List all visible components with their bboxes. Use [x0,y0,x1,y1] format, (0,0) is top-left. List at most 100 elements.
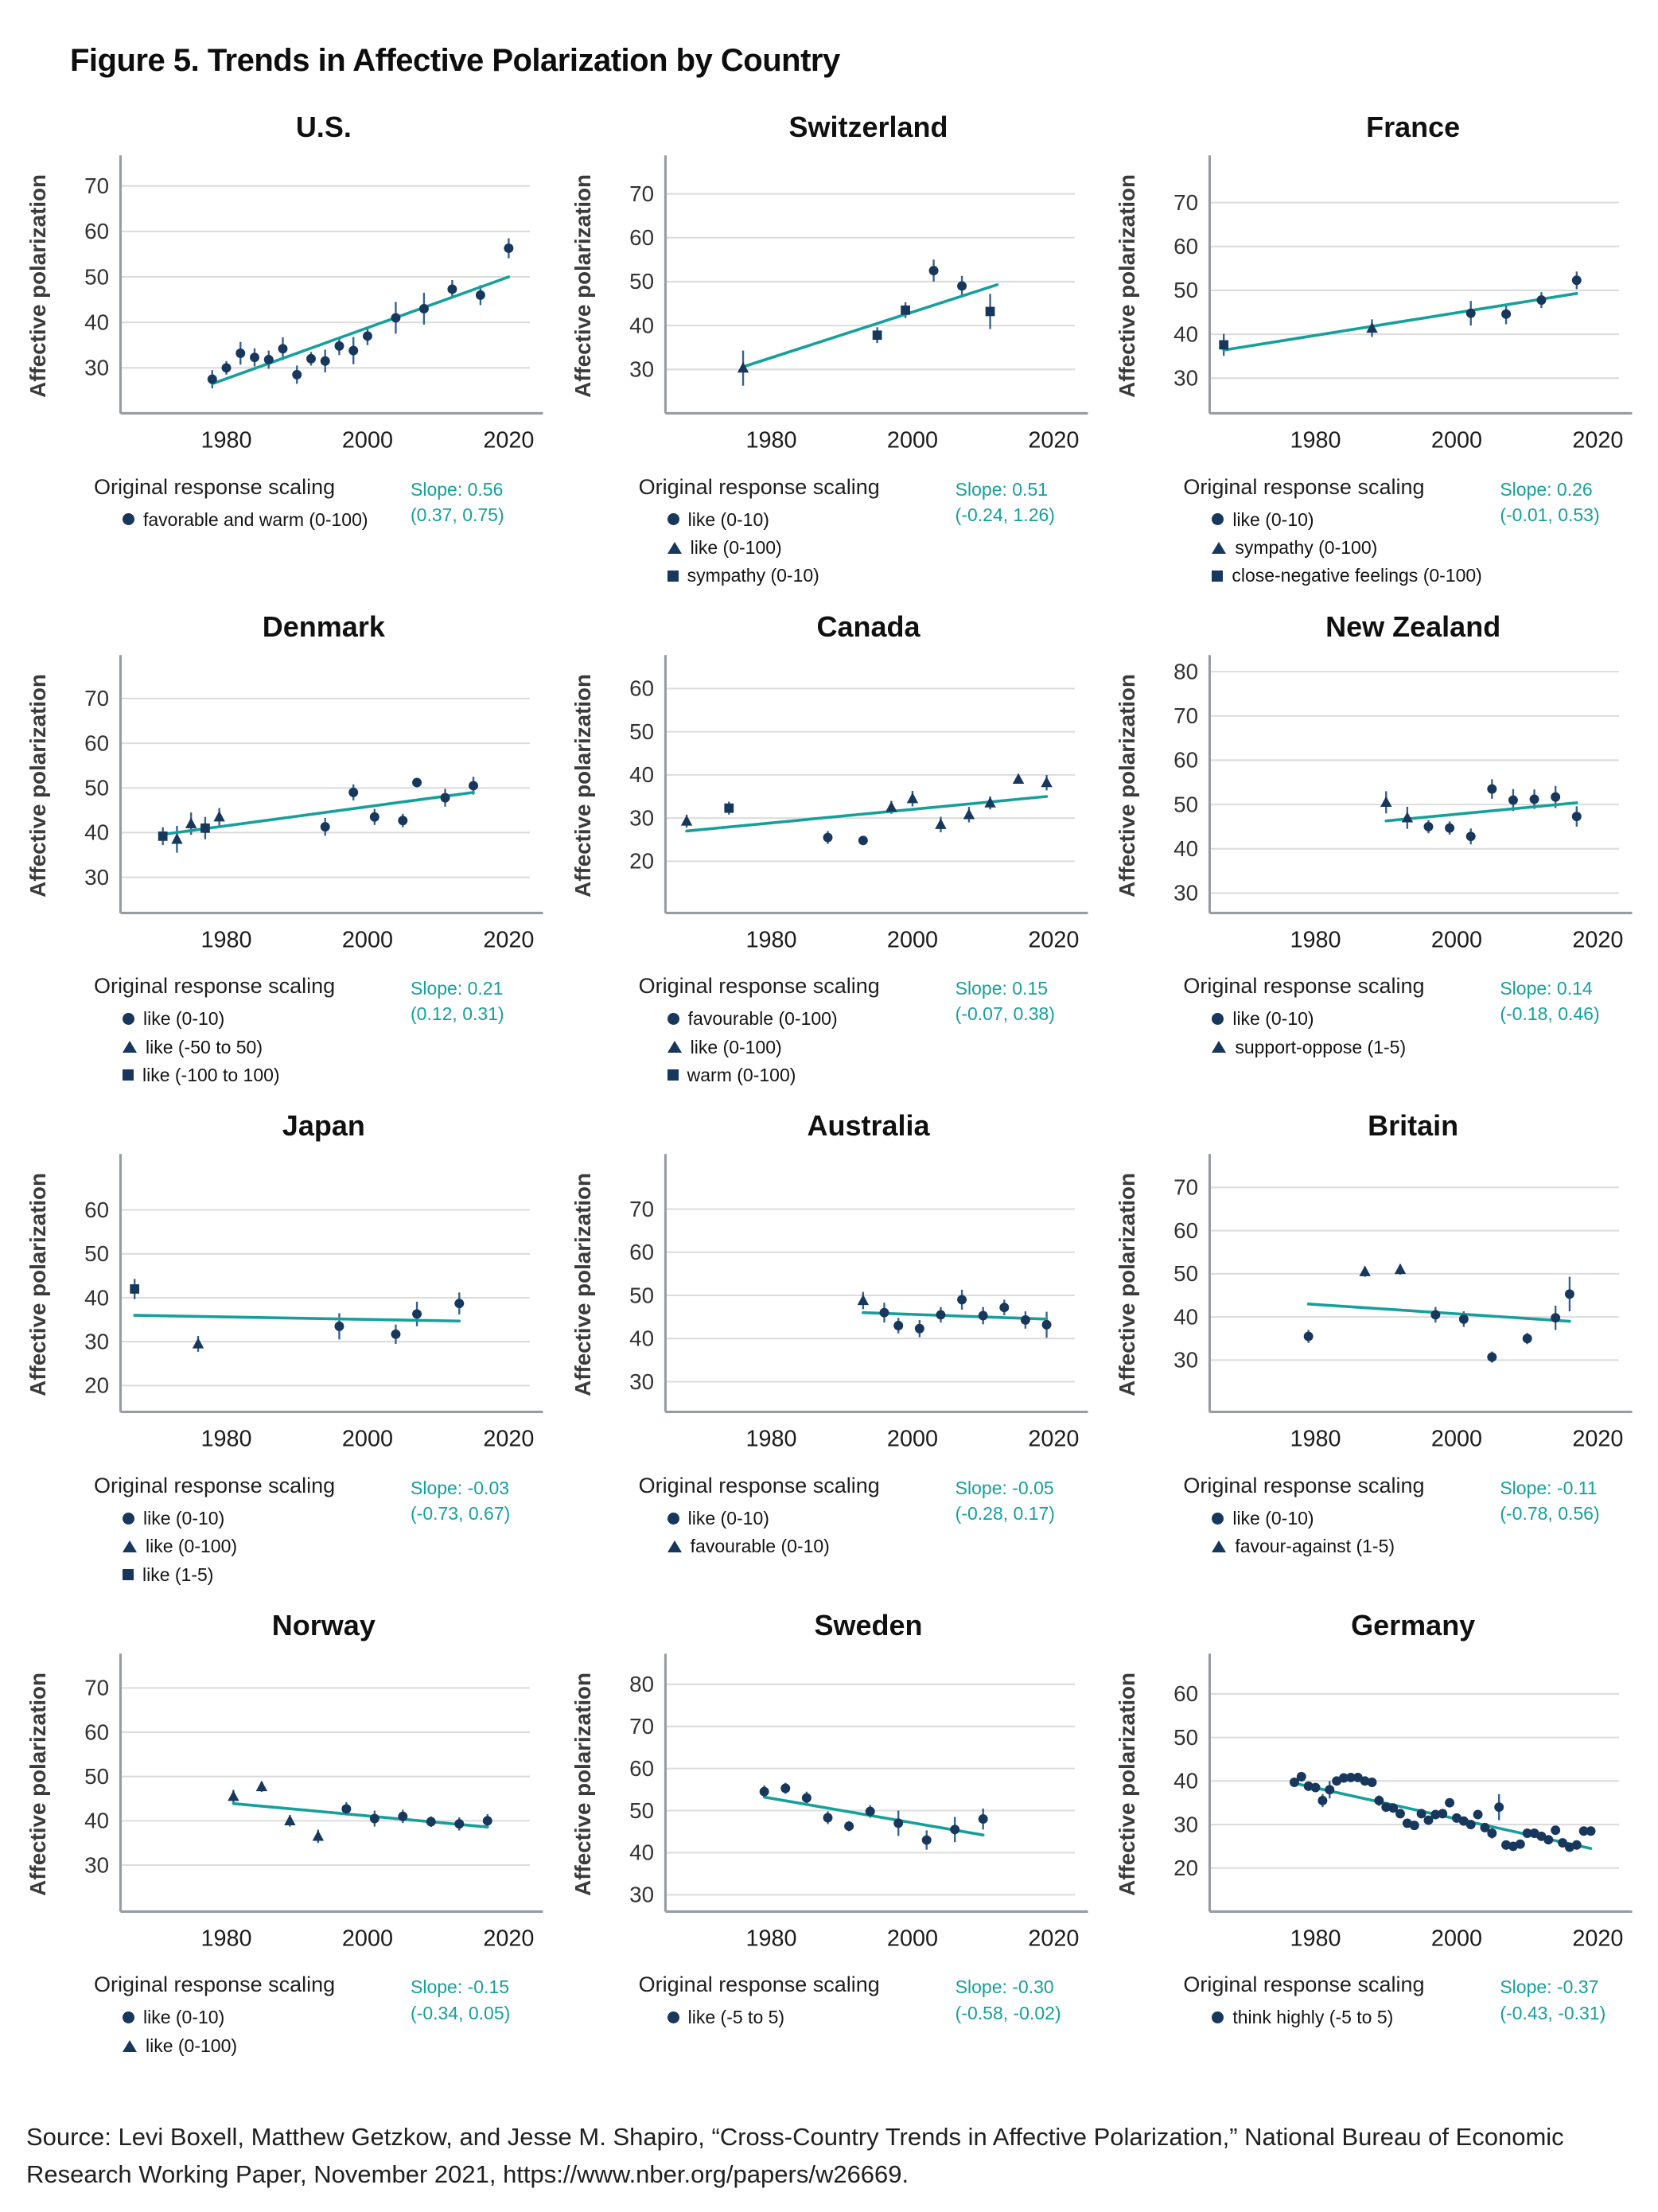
legend-item-label: like (-100 to 100) [142,1065,280,1086]
legend-item: favourable (0-100) [667,1008,951,1029]
legend-item: warm (0-100) [667,1065,951,1085]
y-axis-label: Affective polarization [570,674,594,898]
svg-text:70: 70 [84,173,109,198]
legend-item-label: favour-against (1-5) [1235,1536,1395,1557]
legend-item: like (0-10) [1212,509,1495,530]
svg-text:1980: 1980 [200,927,251,952]
y-axis-label: Affective polarization [1115,1673,1139,1896]
legend: Original response scaling like (0-10) favo… [1113,1474,1637,1593]
circle-marker-icon [667,1012,679,1025]
trend-line [1222,292,1578,352]
svg-text:40: 40 [629,313,654,337]
legend-item: like (-5 to 5) [667,2007,951,2027]
slope-value: Slope: -0.30 [955,1976,1054,1998]
circle-marker-icon [123,2011,134,2024]
scatter-plot: 20 30 40 50 60 1980 2000 2020 Affective polariza… [1115,1653,1633,1952]
svg-text:30: 30 [629,1882,654,1906]
slope-annotation: Slope: -0.30 (-0.58, -0.02) [955,1972,1061,2025]
svg-text:1980: 1980 [745,1926,796,1952]
x-ticks: 1980 2000 2020 [745,927,1079,952]
svg-text:1980: 1980 [1290,1926,1341,1952]
slope-confidence-interval: (-0.34, 0.05) [411,2002,511,2023]
y-axis-label: Affective polarization [570,174,594,398]
slope-value: Slope: 0.14 [1500,978,1593,999]
square-marker-icon [123,1568,134,1580]
svg-text:20: 20 [1173,1856,1198,1880]
x-ticks: 1980 2000 2020 [1290,1427,1624,1452]
legend-title: Original response scaling [1183,1972,1425,1997]
y-ticks: 30 40 50 60 70 [84,1675,109,1877]
svg-text:50: 50 [84,264,109,289]
svg-text:40: 40 [84,310,109,334]
legend-item-label: like (0-10) [143,1507,225,1529]
data-points [680,773,1053,845]
slope-annotation: Slope: 0.21 (0.12, 0.31) [411,974,504,1026]
trend-line [133,1314,461,1323]
circle-marker-icon [123,1012,134,1025]
svg-text:20: 20 [629,848,654,873]
source-note: Source: Levi Boxell, Matthew Getzkow, an… [26,2123,1564,2188]
country-title: France [1366,111,1461,143]
figure-title: Figure 5. Trends in Affective Polarizati… [70,43,840,78]
triangle-marker-icon [123,2039,137,2052]
svg-text:60: 60 [629,225,654,250]
gridlines [120,697,531,878]
svg-text:2020: 2020 [1573,1926,1624,1952]
trend-line [762,1795,985,1836]
svg-text:60: 60 [84,1198,109,1222]
legend-item: like (-50 to 50) [123,1037,406,1057]
svg-text:50: 50 [1173,792,1198,816]
x-ticks: 1980 2000 2020 [1290,927,1624,952]
svg-text:70: 70 [629,1714,654,1739]
axes [664,1653,1088,1913]
gridlines [120,1209,531,1387]
y-ticks: 30 40 50 60 70 80 [629,1672,654,1907]
charts-grid: U.S. 30 40 50 60 70 1980 2000 2020 Affective pola… [0,106,1658,2092]
circle-marker-icon [1212,513,1224,526]
svg-text:60: 60 [629,1240,654,1264]
gridlines [665,1683,1075,1896]
axes [1208,1154,1633,1414]
legend: Original response scaling like (0-10) like… [24,974,548,1093]
slope-confidence-interval: (0.37, 0.75) [411,504,504,525]
svg-text:60: 60 [629,1756,654,1781]
svg-text:2020: 2020 [1573,927,1624,952]
legend-item: like (1-5) [123,1564,406,1585]
data-points [737,266,995,373]
x-ticks: 1980 2000 2020 [1290,428,1624,454]
svg-text:2000: 2000 [342,428,393,454]
y-axis-label: Affective polarization [25,1673,50,1896]
y-ticks: 30 40 50 60 70 [84,686,109,890]
error-bars [211,238,510,389]
legend: Original response scaling like (0-10) like… [24,1474,548,1593]
svg-text:50: 50 [629,269,654,294]
svg-text:30: 30 [629,357,654,382]
legend-item-label: like (0-100) [146,2035,238,2056]
gridlines [120,185,531,369]
slope-confidence-interval: (-0.01, 0.53) [1500,504,1600,525]
country-panel: Denmark 30 40 50 60 70 1980 2000 2020 Affective p… [24,606,548,1094]
svg-text:2020: 2020 [483,927,534,952]
x-ticks: 1980 2000 2020 [745,1926,1079,1952]
legend: Original response scaling like (0-10) favo… [569,1474,1093,1593]
country-title: Australia [807,1109,930,1143]
legend-item: like (0-100) [667,537,951,558]
gridlines [665,687,1075,863]
svg-text:30: 30 [84,1330,109,1354]
country-panel: New Zealand 30 40 50 60 70 80 1980 2000 2020 Affec… [1113,606,1637,1094]
svg-text:2000: 2000 [1431,428,1482,454]
axes [664,654,1088,914]
legend: Original response scaling favourable (0-1… [569,974,1093,1093]
svg-text:50: 50 [629,1283,654,1307]
axes [119,654,543,914]
y-axis-label: Affective polarization [570,1173,594,1396]
scatter-plot: 30 40 50 60 70 80 1980 2000 2020 Affective polari… [570,1653,1088,1952]
scatter-plot: 30 40 50 60 70 1980 2000 2020 Affective polariza… [25,1653,543,1952]
legend-item-label: favourable (0-10) [690,1536,830,1557]
svg-text:50: 50 [84,1241,109,1266]
legend-item-label: like (-50 to 50) [146,1036,263,1057]
axes [119,155,543,415]
legend-item: sympathy (0-100) [1212,537,1495,558]
country-title: Denmark [262,609,385,643]
triangle-marker-icon [1212,1041,1227,1053]
